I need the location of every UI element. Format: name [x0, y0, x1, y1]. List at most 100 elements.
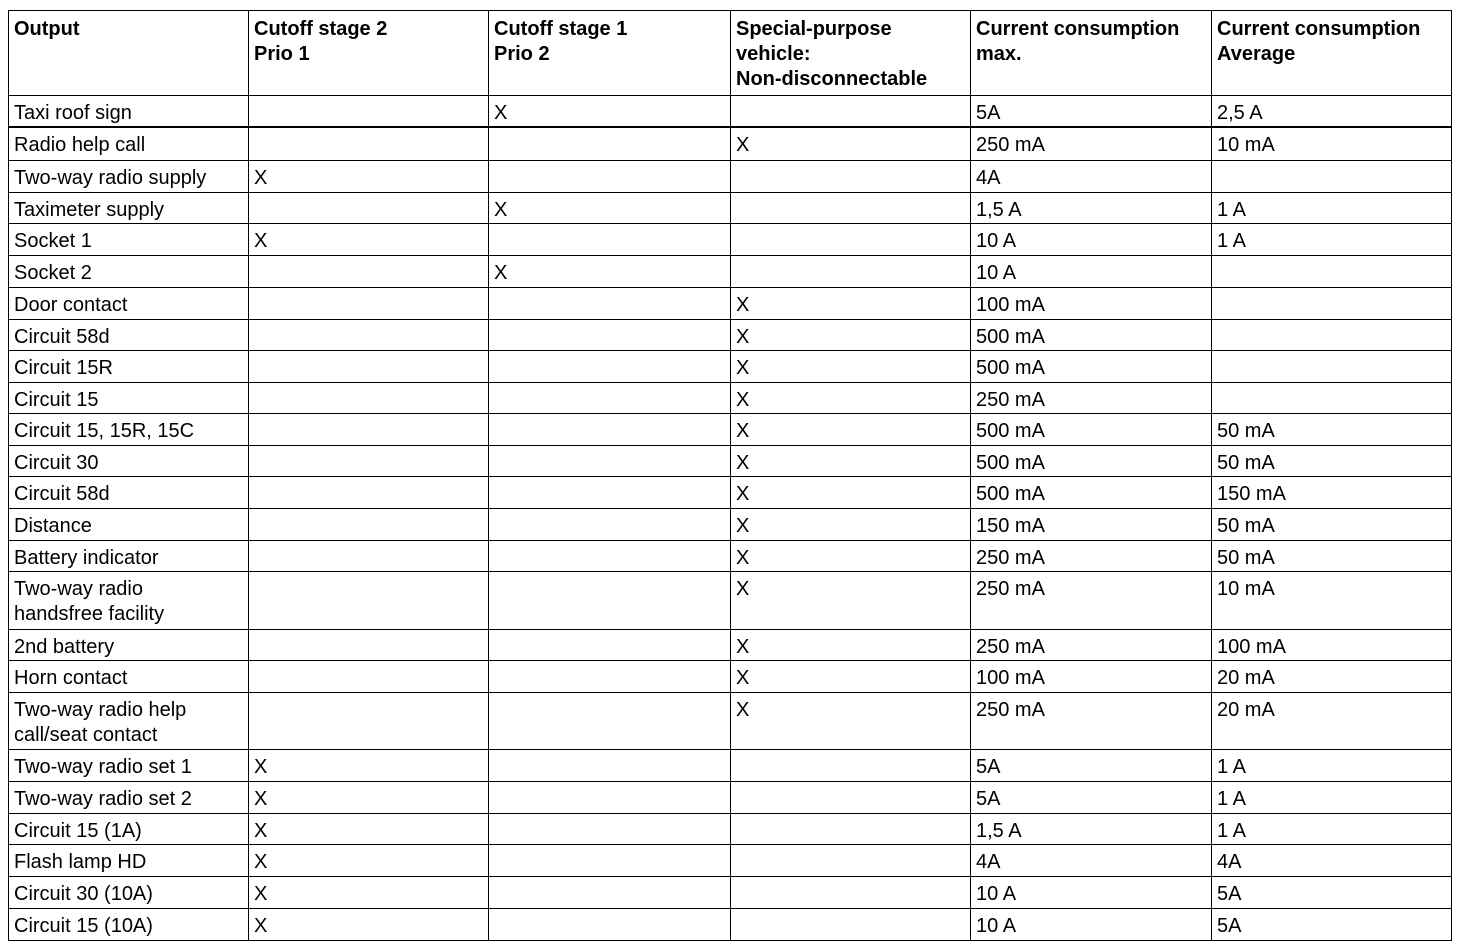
cell-output: Circuit 15 (1A)	[8, 812, 249, 845]
cell-current-max: 250 mA	[970, 628, 1212, 661]
cell-cutoff-stage-2	[248, 318, 489, 351]
cell-cutoff-stage-1	[488, 875, 731, 909]
cell-output: Horn contact	[8, 659, 249, 693]
table-row: Door contact X 100 mA	[8, 286, 1452, 320]
cell-non-disconnectable	[730, 254, 971, 288]
cell-output: Two-way radio set 2	[8, 780, 249, 814]
cell-output: Two-way radio handsfree facility	[8, 570, 249, 630]
cell-current-max: 1,5 A	[970, 191, 1212, 224]
cell-current-max: 250 mA	[970, 570, 1212, 630]
cell-output: Circuit 15, 15R, 15C	[8, 412, 249, 446]
column-header-current-max: Current consumption max.	[970, 10, 1212, 96]
cell-current-max: 500 mA	[970, 412, 1212, 446]
cell-current-max: 100 mA	[970, 659, 1212, 693]
cell-cutoff-stage-1	[488, 659, 731, 693]
cell-current-average: 1 A	[1211, 812, 1452, 845]
cell-non-disconnectable: X	[730, 691, 971, 750]
cell-cutoff-stage-2	[248, 539, 489, 572]
cell-cutoff-stage-1	[488, 780, 731, 814]
cell-current-max: 4A	[970, 843, 1212, 877]
cell-non-disconnectable: X	[730, 475, 971, 509]
cell-output: Circuit 30	[8, 444, 249, 477]
cell-cutoff-stage-1	[488, 691, 731, 750]
cell-current-max: 500 mA	[970, 444, 1212, 477]
table-row: Flash lamp HD X 4A 4A	[8, 843, 1452, 877]
table-row: Circuit 58d X 500 mA	[8, 318, 1452, 351]
cell-cutoff-stage-1	[488, 126, 731, 161]
cell-current-max: 150 mA	[970, 507, 1212, 541]
cell-cutoff-stage-2	[248, 659, 489, 693]
cell-non-disconnectable: X	[730, 659, 971, 693]
cell-current-average: 50 mA	[1211, 507, 1452, 541]
cell-cutoff-stage-1	[488, 412, 731, 446]
cell-cutoff-stage-2: X	[248, 748, 489, 782]
cell-cutoff-stage-1	[488, 628, 731, 661]
column-header-cutoff-stage-1: Cutoff stage 1 Prio 2	[488, 10, 731, 96]
cell-current-average	[1211, 159, 1452, 193]
cell-output: Circuit 30 (10A)	[8, 875, 249, 909]
consumption-table: Output Cutoff stage 2 Prio 1 Cutoff stage …	[8, 10, 1452, 941]
table-row: Two-way radio help call/seat contact X 250…	[8, 691, 1452, 750]
cell-cutoff-stage-1: X	[488, 254, 731, 288]
cell-cutoff-stage-1	[488, 286, 731, 320]
table-row: Distance X 150 mA 50 mA	[8, 507, 1452, 541]
table-row: Radio help call X 250 mA 10 mA	[8, 126, 1452, 161]
column-header-output: Output	[8, 10, 249, 96]
cell-cutoff-stage-1	[488, 570, 731, 630]
cell-current-average	[1211, 381, 1452, 414]
cell-current-average	[1211, 254, 1452, 288]
cell-current-average: 1 A	[1211, 748, 1452, 782]
cell-current-average: 100 mA	[1211, 628, 1452, 661]
cell-current-max: 500 mA	[970, 318, 1212, 351]
cell-current-average: 50 mA	[1211, 444, 1452, 477]
cell-cutoff-stage-2	[248, 691, 489, 750]
cell-cutoff-stage-1	[488, 159, 731, 193]
cell-output: Taxi roof sign	[8, 95, 249, 128]
cell-cutoff-stage-2	[248, 381, 489, 414]
cell-current-average: 1 A	[1211, 780, 1452, 814]
cell-non-disconnectable	[730, 748, 971, 782]
cell-cutoff-stage-2	[248, 444, 489, 477]
cell-non-disconnectable: X	[730, 628, 971, 661]
cell-current-max: 500 mA	[970, 475, 1212, 509]
table-row: Socket 2 X 10 A	[8, 254, 1452, 288]
cell-output: Two-way radio help call/seat contact	[8, 691, 249, 750]
cell-cutoff-stage-1	[488, 812, 731, 845]
cell-cutoff-stage-2: X	[248, 780, 489, 814]
cell-current-average: 5A	[1211, 875, 1452, 909]
cell-cutoff-stage-2	[248, 570, 489, 630]
cell-output: Circuit 15 (10A)	[8, 907, 249, 941]
cell-current-average: 1 A	[1211, 191, 1452, 224]
cell-current-max: 4A	[970, 159, 1212, 193]
table-row: Two-way radio set 1 X 5A 1 A	[8, 748, 1452, 782]
cell-cutoff-stage-1	[488, 381, 731, 414]
cell-current-average: 50 mA	[1211, 539, 1452, 572]
column-header-non-disconnectable: Special-purpose vehicle: Non-disconnecta…	[730, 10, 971, 96]
cell-non-disconnectable: X	[730, 539, 971, 572]
cell-cutoff-stage-1	[488, 222, 731, 256]
cell-cutoff-stage-2: X	[248, 875, 489, 909]
cell-non-disconnectable	[730, 191, 971, 224]
table-row: 2nd battery X 250 mA 100 mA	[8, 628, 1452, 661]
cell-current-average: 1 A	[1211, 222, 1452, 256]
cell-cutoff-stage-2	[248, 254, 489, 288]
cell-output: Battery indicator	[8, 539, 249, 572]
cell-current-max: 5A	[970, 95, 1212, 128]
cell-output: Circuit 58d	[8, 318, 249, 351]
cell-output: Flash lamp HD	[8, 843, 249, 877]
cell-cutoff-stage-1	[488, 907, 731, 941]
cell-cutoff-stage-1: X	[488, 95, 731, 128]
cell-cutoff-stage-1	[488, 843, 731, 877]
cell-non-disconnectable: X	[730, 507, 971, 541]
table-row: Taxi roof sign X 5A 2,5 A	[8, 95, 1452, 128]
cell-cutoff-stage-1	[488, 349, 731, 383]
cell-non-disconnectable: X	[730, 412, 971, 446]
cell-current-average	[1211, 286, 1452, 320]
cell-non-disconnectable: X	[730, 570, 971, 630]
cell-cutoff-stage-2	[248, 349, 489, 383]
table-row: Circuit 15 X 250 mA	[8, 381, 1452, 414]
cell-current-average	[1211, 349, 1452, 383]
cell-current-max: 10 A	[970, 907, 1212, 941]
cell-cutoff-stage-2	[248, 628, 489, 661]
column-header-current-average: Current consumption Average	[1211, 10, 1452, 96]
